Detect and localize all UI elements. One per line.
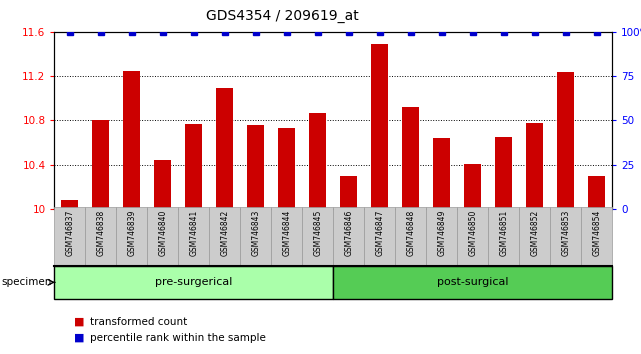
Bar bbox=[54, 207, 85, 266]
Bar bbox=[154, 160, 171, 209]
Text: GSM746838: GSM746838 bbox=[96, 210, 106, 256]
Bar bbox=[147, 207, 178, 266]
Bar bbox=[303, 207, 333, 266]
Bar bbox=[271, 207, 303, 266]
Text: GSM746848: GSM746848 bbox=[406, 210, 415, 256]
Text: GSM746849: GSM746849 bbox=[437, 210, 446, 256]
Text: GSM746854: GSM746854 bbox=[592, 210, 601, 256]
Text: GSM746841: GSM746841 bbox=[189, 210, 199, 256]
Bar bbox=[457, 207, 488, 266]
Bar bbox=[340, 176, 357, 209]
Bar bbox=[403, 107, 419, 209]
Text: specimen: specimen bbox=[1, 277, 52, 287]
Text: GSM746837: GSM746837 bbox=[65, 210, 74, 256]
Bar bbox=[526, 122, 543, 209]
Bar bbox=[464, 164, 481, 209]
Text: GSM746852: GSM746852 bbox=[530, 210, 539, 256]
Bar bbox=[178, 207, 210, 266]
Text: post-surgical: post-surgical bbox=[437, 277, 508, 287]
Bar bbox=[550, 207, 581, 266]
Bar bbox=[433, 138, 450, 209]
Bar bbox=[310, 113, 326, 209]
Text: GSM746850: GSM746850 bbox=[468, 210, 478, 256]
Bar bbox=[240, 207, 271, 266]
Bar bbox=[581, 207, 612, 266]
Text: percentile rank within the sample: percentile rank within the sample bbox=[90, 333, 265, 343]
Text: GSM746851: GSM746851 bbox=[499, 210, 508, 256]
Bar bbox=[210, 207, 240, 266]
Bar bbox=[488, 207, 519, 266]
Text: GSM746842: GSM746842 bbox=[221, 210, 229, 256]
Bar bbox=[333, 266, 612, 299]
Bar bbox=[364, 207, 395, 266]
Bar bbox=[124, 70, 140, 209]
Text: GDS4354 / 209619_at: GDS4354 / 209619_at bbox=[206, 9, 358, 23]
Bar bbox=[371, 44, 388, 209]
Bar bbox=[333, 207, 364, 266]
Text: ■: ■ bbox=[74, 317, 84, 327]
Bar bbox=[217, 88, 233, 209]
Bar bbox=[426, 207, 457, 266]
Text: ■: ■ bbox=[74, 333, 84, 343]
Text: GSM746845: GSM746845 bbox=[313, 210, 322, 256]
Bar bbox=[92, 120, 110, 209]
Bar bbox=[185, 124, 203, 209]
Text: GSM746844: GSM746844 bbox=[282, 210, 292, 256]
Bar bbox=[519, 207, 550, 266]
Bar bbox=[62, 200, 78, 209]
Bar bbox=[117, 207, 147, 266]
Text: GSM746840: GSM746840 bbox=[158, 210, 167, 256]
Bar bbox=[247, 125, 264, 209]
Text: GSM746839: GSM746839 bbox=[128, 210, 137, 256]
Bar bbox=[588, 176, 605, 209]
Bar bbox=[495, 137, 512, 209]
Text: GSM746847: GSM746847 bbox=[375, 210, 385, 256]
Bar bbox=[395, 207, 426, 266]
Bar bbox=[85, 207, 117, 266]
Text: GSM746853: GSM746853 bbox=[561, 210, 570, 256]
Bar bbox=[278, 128, 296, 209]
Text: GSM746846: GSM746846 bbox=[344, 210, 353, 256]
Text: GSM746843: GSM746843 bbox=[251, 210, 260, 256]
Bar bbox=[557, 72, 574, 209]
Text: transformed count: transformed count bbox=[90, 317, 187, 327]
Bar bbox=[54, 266, 333, 299]
Text: pre-surgerical: pre-surgerical bbox=[155, 277, 233, 287]
